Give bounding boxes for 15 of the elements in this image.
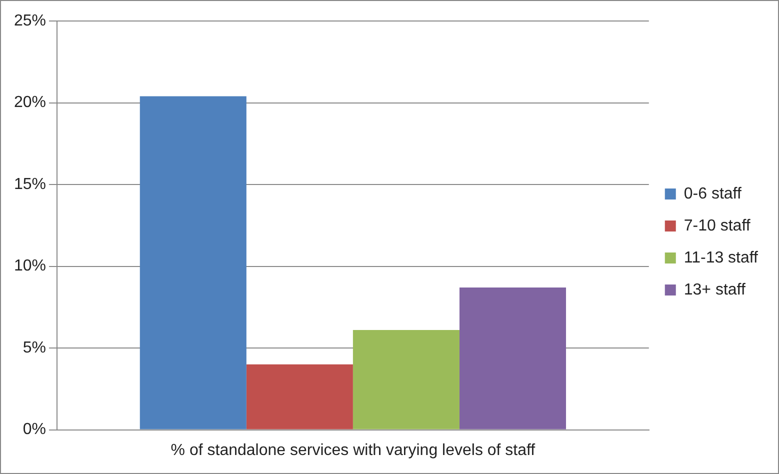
y-tick-label: 20% — [14, 94, 46, 112]
y-tick-label: 15% — [14, 176, 46, 193]
y-tick-label: 0% — [22, 421, 46, 438]
y-tick-label: 10% — [14, 258, 46, 275]
y-tick-label: 5% — [22, 339, 46, 356]
bar — [459, 288, 566, 430]
bar — [246, 364, 353, 430]
legend-label: 7-10 staff — [684, 217, 751, 234]
bar — [140, 96, 246, 430]
bar — [352, 330, 460, 430]
legend-label: 0-6 staff — [684, 185, 742, 202]
legend-label: 13+ staff — [684, 281, 746, 298]
y-tick-label: 25% — [14, 12, 46, 30]
legend-label: 11-13 staff — [684, 249, 759, 266]
x-tick-label: % of standalone services with varying levels of staff — [170, 442, 536, 459]
